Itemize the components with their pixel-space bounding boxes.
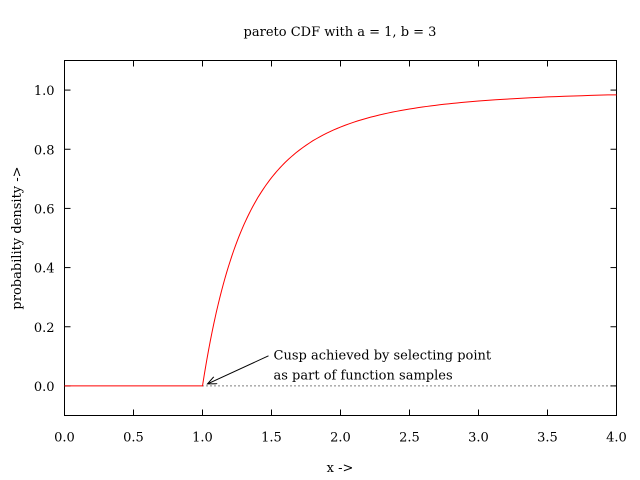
- x-tick-label: 3.5: [537, 431, 558, 446]
- annotation-text: Cusp achieved by selecting point: [274, 348, 492, 363]
- x-tick-label: 1.5: [261, 431, 282, 446]
- y-axis-label: probability density ->: [10, 166, 25, 309]
- y-tick-label: 0.0: [34, 380, 55, 395]
- x-tick-label: 2.0: [330, 431, 351, 446]
- annotation-arrow: [208, 355, 269, 384]
- x-axis-label: x ->: [327, 461, 354, 476]
- x-tick-label: 2.5: [399, 431, 420, 446]
- y-tick-label: 0.6: [34, 202, 55, 217]
- x-tick-label: 0.5: [123, 431, 144, 446]
- x-tick-label: 1.0: [192, 431, 213, 446]
- y-tick-label: 1.0: [34, 84, 55, 99]
- x-tick-label: 3.0: [468, 431, 489, 446]
- x-tick-label: 4.0: [606, 431, 627, 446]
- annotation-group: Cusp achieved by selecting point as part …: [208, 348, 492, 384]
- y-tick-label: 0.8: [34, 143, 55, 158]
- chart-title: pareto CDF with a = 1, b = 3: [244, 25, 437, 40]
- annotation-text: as part of function samples: [274, 368, 453, 383]
- y-tick-label: 0.2: [34, 321, 55, 336]
- series-group: [64, 94, 617, 387]
- y-tick-label: 0.4: [34, 262, 55, 277]
- cdf-series-line: [64, 94, 617, 387]
- x-tick-label: 0.0: [54, 431, 75, 446]
- axis-ticks: 0.0 0.5 1.0 1.5 2.0 2.5 3.0 3.5 4.0 0.0 0.2 0.4 0.6 0…: [34, 60, 627, 446]
